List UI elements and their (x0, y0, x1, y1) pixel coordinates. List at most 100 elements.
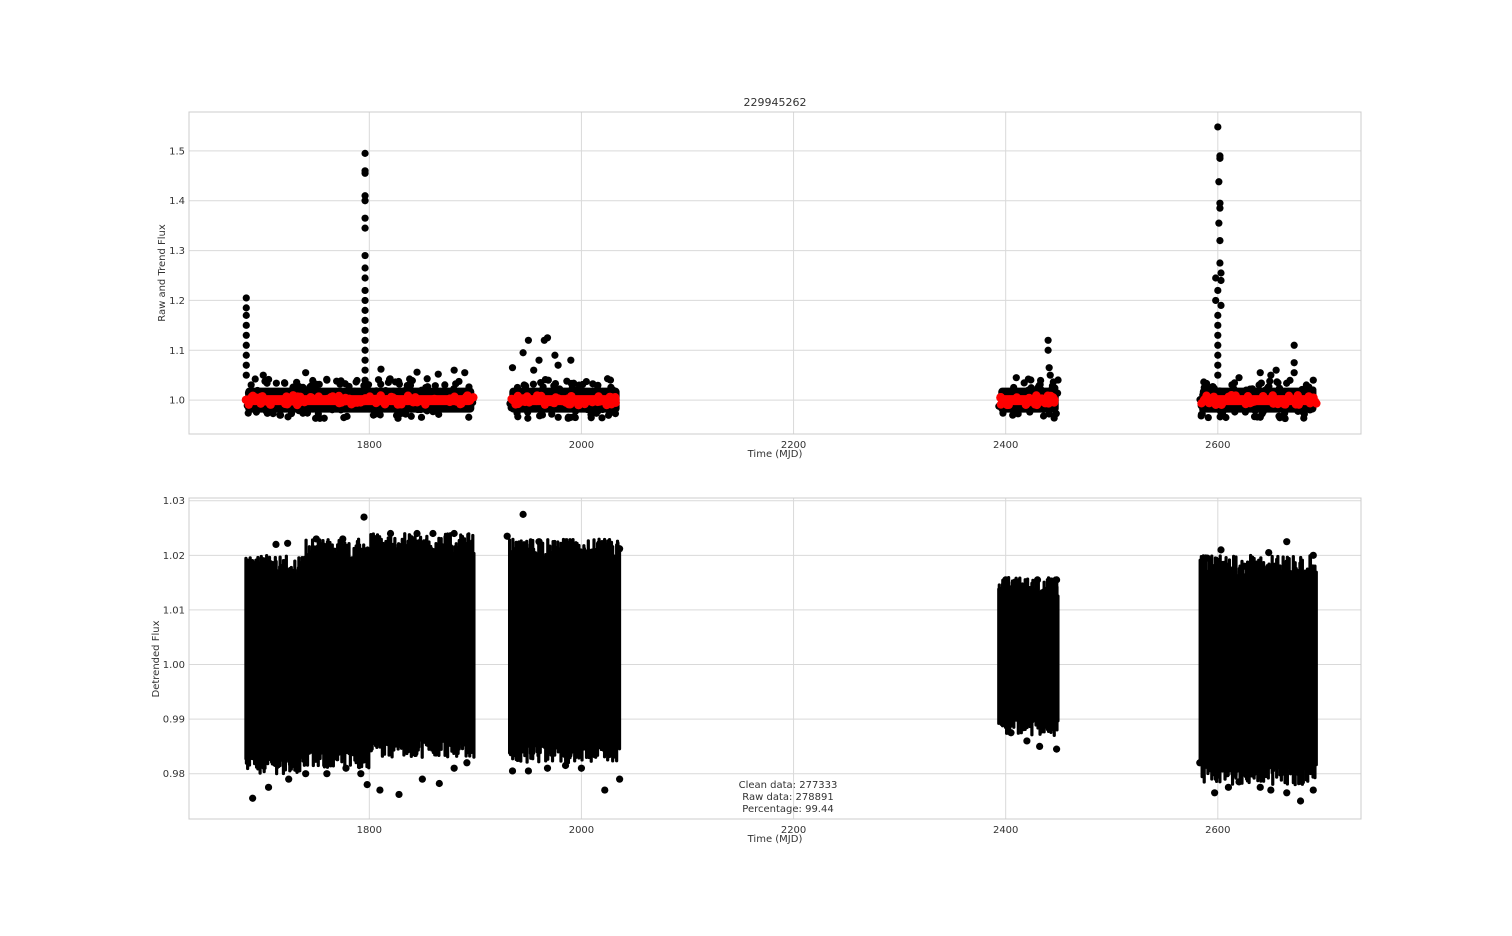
raw-flux-outlier (361, 326, 369, 334)
detrended-flux-outlier (616, 545, 624, 553)
detrended-flux-outlier (371, 535, 379, 543)
detrended-flux-outlier (535, 538, 543, 546)
detrended-flux-outlier (1283, 538, 1291, 546)
x-tick-label: 2200 (781, 440, 806, 451)
raw-flux-point (537, 378, 545, 387)
raw-flux-point (402, 407, 410, 415)
raw-flux-point (1241, 408, 1249, 416)
x-tick-label: 2000 (569, 440, 594, 451)
detrended-flux-outlier (567, 539, 575, 547)
raw-flux-outlier (242, 321, 250, 329)
trend-flux-point (1291, 400, 1301, 409)
raw-flux-outlier (1216, 199, 1224, 207)
raw-flux-point (253, 386, 262, 395)
raw-flux-outlier (535, 356, 543, 364)
trend-flux-point (387, 392, 396, 402)
raw-flux-point (455, 377, 463, 386)
raw-flux-point (566, 413, 574, 422)
trend-flux-point (341, 393, 350, 403)
raw-flux-outlier (361, 346, 369, 354)
raw-flux-outlier (377, 365, 385, 373)
detrended-flux-outlier (1256, 783, 1264, 791)
x-tick-label: 1800 (357, 825, 382, 836)
raw-flux-outlier (361, 296, 369, 305)
x-tick-label: 2200 (781, 825, 806, 836)
raw-flux-point (598, 414, 606, 422)
raw-flux-point (1020, 379, 1028, 387)
trend-flux-series (241, 390, 1321, 410)
detrended-flux-outlier (272, 540, 280, 549)
detrended-flux-outlier (302, 770, 310, 778)
annotation-clean-data: Clean data: 277333 (739, 780, 838, 791)
top-y-axis-label: Raw and Trend Flux (157, 224, 168, 322)
raw-flux-point (522, 382, 530, 390)
raw-flux-point (352, 378, 360, 386)
raw-flux-outlier (361, 366, 369, 374)
raw-flux-point (570, 379, 578, 387)
raw-flux-point (441, 381, 449, 389)
raw-flux-point (244, 409, 252, 417)
raw-flux-point (1039, 412, 1048, 420)
raw-flux-point (345, 382, 353, 391)
detrended-flux-outlier (323, 770, 331, 778)
raw-flux-point (524, 414, 532, 422)
detrended-flux-outlier (1203, 554, 1211, 562)
y-tick-label: 1.01 (163, 605, 185, 616)
trend-flux-point (513, 391, 523, 401)
y-tick-label: 1.5 (169, 146, 185, 157)
raw-flux-outlier (361, 316, 369, 324)
raw-flux-point (1210, 384, 1218, 392)
trend-flux-point (593, 397, 602, 407)
trend-flux-point (1243, 392, 1253, 401)
raw-flux-point (406, 381, 415, 389)
raw-flux-point (252, 408, 261, 416)
trend-flux-point (334, 391, 344, 401)
detrended-flux-outlier (1052, 745, 1061, 753)
annotation-percentage: Percentage: 99.44 (742, 804, 833, 815)
detrended-flux-outlier (386, 529, 395, 538)
raw-flux-outlier (519, 349, 527, 357)
raw-flux-point (1281, 409, 1289, 417)
raw-flux-point (587, 414, 595, 422)
detrended-flux-core (998, 596, 1059, 717)
raw-flux-point (999, 409, 1007, 417)
detrended-flux-core (1199, 574, 1317, 766)
bottom-y-tick-labels: 0.98 0.99 1.00 1.01 1.02 1.03 (163, 496, 185, 780)
y-tick-label: 1.0 (169, 396, 185, 407)
y-tick-label: 1.1 (169, 346, 185, 357)
raw-flux-point (429, 408, 437, 416)
x-tick-label: 2400 (993, 825, 1018, 836)
trend-flux-point (365, 392, 375, 401)
raw-flux-point (587, 388, 595, 396)
raw-flux-outlier (361, 214, 369, 222)
trend-flux-point (1002, 400, 1012, 410)
raw-flux-outlier (323, 376, 331, 384)
detrended-flux-outlier (395, 790, 403, 799)
trend-flux-point (1032, 400, 1042, 410)
raw-flux-outlier (1215, 219, 1223, 227)
raw-flux-point (465, 413, 473, 421)
detrended-flux-outlier (284, 539, 292, 547)
trend-flux-point (1231, 391, 1240, 400)
raw-flux-point (1276, 414, 1284, 422)
raw-flux-outlier (361, 376, 369, 384)
raw-flux-point (556, 385, 564, 393)
trend-flux-point (376, 391, 385, 400)
raw-flux-point (1286, 376, 1294, 384)
raw-flux-point (1281, 414, 1289, 423)
raw-flux-outlier (361, 306, 369, 314)
raw-flux-point (395, 377, 403, 386)
trend-flux-point (996, 400, 1006, 409)
raw-flux-point (372, 410, 380, 418)
trend-flux-point (241, 395, 251, 405)
raw-flux-point (608, 386, 617, 394)
detrended-flux-outlier (376, 786, 384, 794)
trend-flux-point (1197, 399, 1206, 408)
raw-flux-outlier (1044, 346, 1052, 354)
trend-flux-point (1245, 398, 1255, 408)
raw-flux-point (392, 411, 401, 419)
raw-flux-point (545, 389, 553, 397)
raw-flux-outlier (242, 304, 250, 312)
x-tick-label: 2400 (993, 440, 1018, 451)
raw-flux-point (350, 387, 359, 395)
